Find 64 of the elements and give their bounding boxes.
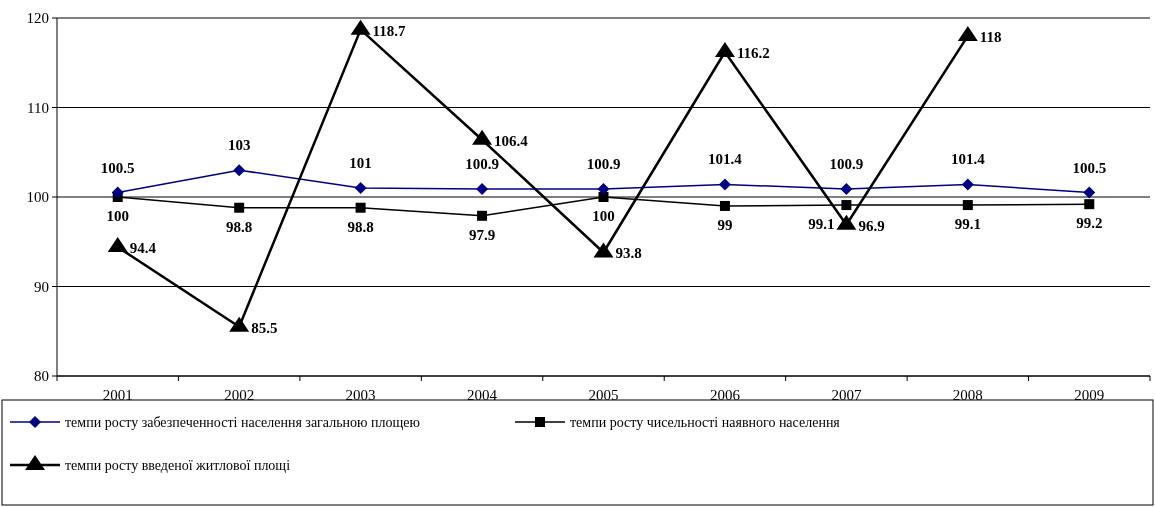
- data-label: 100.9: [465, 155, 499, 172]
- data-label: 101.4: [708, 151, 743, 168]
- data-label: 116.2: [736, 45, 770, 62]
- point: [598, 192, 609, 202]
- point: [714, 42, 735, 58]
- point: [957, 25, 978, 41]
- x-tick-label: 2007: [831, 387, 862, 403]
- data-label: 97.9: [468, 226, 496, 243]
- data-label: 96.9: [858, 217, 885, 234]
- point: [841, 200, 852, 211]
- point: [355, 202, 366, 213]
- data-label: 106.4: [494, 132, 529, 149]
- point: [840, 182, 853, 195]
- x-tick-label: 2004: [467, 387, 498, 403]
- x-tick-label: 2008: [952, 387, 983, 403]
- data-label: 118.7: [372, 22, 407, 39]
- point: [718, 178, 731, 191]
- y-tick-label: 120: [26, 10, 49, 26]
- point: [477, 210, 488, 221]
- data-label: 100: [106, 208, 129, 224]
- data-label: 101.4: [950, 151, 986, 168]
- y-tick-label: 80: [34, 368, 49, 384]
- data-label: 100.9: [586, 155, 621, 172]
- data-label: 93.8: [615, 245, 642, 262]
- data-label: 101: [349, 155, 372, 172]
- x-tick-label: 2002: [224, 387, 255, 403]
- legend-label: темпи росту введеної житлової площі: [65, 458, 291, 473]
- point: [1084, 199, 1095, 210]
- x-tick-label: 2009: [1074, 387, 1105, 403]
- point: [233, 164, 246, 177]
- data-label: 98.8: [347, 218, 374, 235]
- y-tick-label: 90: [34, 278, 49, 295]
- point: [962, 200, 973, 211]
- data-label: 98.8: [226, 218, 253, 235]
- legend-label: темпи росту чисельності наявного населення: [570, 415, 841, 430]
- point: [354, 182, 367, 195]
- x-tick-label: 2006: [709, 387, 741, 403]
- x-tick-label: 2001: [102, 387, 133, 403]
- point: [472, 129, 493, 145]
- point: [597, 182, 610, 195]
- data-label: 85.5: [251, 319, 278, 336]
- data-label: 118: [979, 28, 1002, 45]
- data-label: 94.4: [129, 240, 157, 257]
- point: [476, 182, 489, 195]
- point: [1083, 186, 1096, 199]
- x-tick-label: 2003: [345, 387, 376, 403]
- x-tick-label: 2005: [588, 387, 619, 403]
- point: [961, 178, 974, 191]
- legend-label: темпи росту забезпеченності населення загальною площею: [65, 415, 420, 430]
- data-label: 99.1: [954, 216, 981, 233]
- y-tick-label: 100: [26, 189, 49, 205]
- data-label: 99: [717, 216, 733, 233]
- point: [111, 186, 124, 199]
- data-label: 100: [592, 208, 615, 224]
- data-label: 103: [227, 137, 251, 154]
- point: [719, 200, 730, 211]
- point: [234, 202, 245, 213]
- point: [350, 19, 371, 35]
- data-label: 100.5: [1072, 159, 1107, 176]
- data-label: 100.5: [100, 159, 135, 176]
- y-tick-label: 110: [27, 99, 49, 116]
- data-label: 100.9: [829, 155, 864, 172]
- data-label: 99.1: [808, 216, 835, 233]
- data-label: 99.2: [1076, 215, 1103, 232]
